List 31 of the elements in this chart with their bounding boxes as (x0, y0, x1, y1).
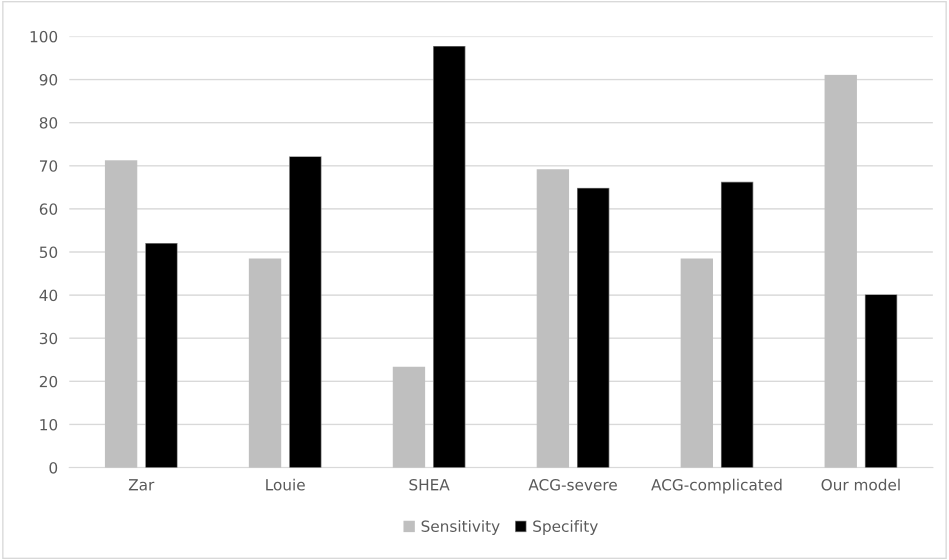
bar (145, 243, 178, 468)
x-tick-label: Our model (822, 478, 900, 491)
y-tick-label: 10 (40, 418, 58, 430)
bar (104, 160, 138, 468)
x-tick-label: SHEA (409, 478, 450, 491)
legend-label: Specifity (533, 520, 598, 535)
y-tick-label: 20 (40, 376, 58, 388)
y-tick-label: 70 (40, 160, 58, 172)
bar (720, 182, 754, 468)
y-tick-label: 0 (49, 462, 58, 474)
x-tick-label: Louie (266, 478, 305, 491)
bar (824, 74, 857, 468)
y-tick-label: 40 (39, 290, 58, 302)
y-tick-label: 30 (40, 332, 58, 344)
x-tick-label: ACG-complicated (651, 478, 782, 494)
x-tick-label: Zar (128, 479, 154, 491)
y-tick-label: 90 (40, 74, 58, 86)
bar (392, 366, 426, 468)
bar (433, 46, 466, 468)
bar (536, 169, 570, 468)
bar (680, 258, 713, 468)
y-tick-label: 60 (40, 203, 58, 215)
bar (248, 258, 282, 468)
bar (577, 188, 610, 468)
bar (864, 294, 898, 468)
y-tick-label: 80 (40, 117, 58, 129)
x-tick-label: ACG-severe (528, 478, 617, 491)
bar (289, 156, 322, 468)
y-tick-label: 50 (40, 246, 58, 258)
legend-label: Sensitivity (422, 520, 500, 535)
y-tick-label: 100 (30, 30, 58, 42)
